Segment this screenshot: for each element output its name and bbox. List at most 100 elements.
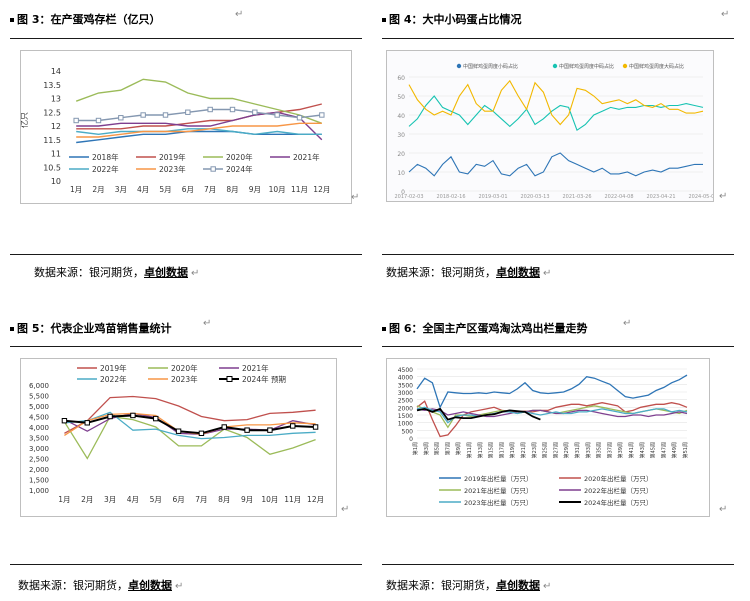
x-tick-label: 12月 — [313, 185, 330, 194]
legend-label: 2020年 — [171, 363, 198, 373]
y-tick-label: 3,500 — [29, 435, 49, 443]
x-tick-label: 1月 — [58, 495, 70, 504]
series-line-5 — [64, 414, 316, 435]
x-tick-label: 10月 — [269, 185, 286, 194]
return-mark-icon: ↵ — [719, 504, 728, 515]
x-tick-label: 7月 — [204, 185, 216, 194]
x-tick-label: 12月 — [307, 495, 324, 504]
y-tick-label: 30 — [397, 132, 405, 139]
x-tick-label: 3月 — [115, 185, 127, 194]
x-tick-label: 第5周 — [434, 442, 441, 455]
data-point — [207, 106, 213, 113]
x-tick-label: 2022-04-08 — [604, 194, 633, 200]
source-brand-link[interactable]: 卓创数据 — [144, 266, 188, 279]
return-mark-icon: ↵ — [623, 318, 632, 329]
legend-label: 2023年出栏量（万只） — [464, 498, 533, 507]
y-tick-label: 12 — [51, 122, 61, 131]
x-tick-label: 2021-03-26 — [562, 194, 591, 200]
source-brand-link[interactable]: 卓创数据 — [496, 266, 540, 279]
x-tick-label: 8月 — [226, 185, 238, 194]
x-tick-label: 第21周 — [520, 442, 527, 458]
fig5-top-rule — [10, 346, 362, 347]
x-tick-label: 第9周 — [455, 442, 462, 455]
x-tick-label: 第1周 — [412, 442, 419, 455]
x-tick-label: 第33周 — [585, 442, 592, 458]
x-tick-label: 第43周 — [639, 442, 646, 458]
y-tick-label: 11.5 — [43, 136, 61, 145]
y-tick-label: 4500 — [398, 367, 413, 374]
y-tick-label: 0 — [409, 436, 413, 443]
legend-label: 2019年 — [100, 363, 127, 373]
fig4-top-rule — [382, 38, 734, 39]
legend-marker — [210, 166, 216, 172]
source-brand-link[interactable]: 卓创数据 — [496, 579, 540, 592]
legend-label: 2022年 — [92, 164, 119, 174]
data-point — [296, 115, 303, 121]
x-tick-label: 第31周 — [574, 442, 581, 458]
y-tick-label: 0 — [401, 189, 405, 196]
y-tick-label: 3000 — [398, 390, 413, 397]
series-line-6 — [76, 108, 322, 122]
series-line-0 — [64, 395, 316, 434]
x-tick-label: 第17周 — [498, 442, 505, 458]
x-tick-label: 第37周 — [606, 442, 613, 458]
data-point — [229, 106, 236, 113]
y-tick-label: 10 — [51, 177, 61, 186]
x-tick-label: 6月 — [172, 495, 184, 504]
x-tick-label: 第23周 — [531, 442, 538, 458]
data-point — [130, 412, 136, 419]
bullet-square-icon — [10, 18, 14, 22]
y-tick-label: 5,500 — [29, 393, 49, 401]
legend-label: 2019年 — [159, 152, 186, 162]
fig6-svg: 450040003500300025002000150010005000第1周第… — [398, 367, 689, 507]
fig5-title: 图 5：代表企业鸡苗销售量统计 — [10, 320, 171, 336]
fig6-top-rule — [382, 346, 734, 347]
fig4-title: 图 4：大中小码蛋占比情况 — [382, 11, 521, 27]
return-mark-icon: ↵ — [235, 9, 244, 20]
x-tick-label: 4月 — [127, 495, 139, 504]
x-tick-label: 第19周 — [509, 442, 516, 458]
y-tick-label: 3500 — [398, 382, 413, 389]
y-tick-label: 2000 — [398, 405, 413, 412]
legend-label: 2018年 — [92, 152, 119, 162]
y-tick-label: 2500 — [398, 398, 413, 405]
fig5-source: 数据来源：银河期货，卓创数据 ↵ — [18, 577, 183, 593]
y-axis-label: 亿只 — [21, 112, 29, 128]
fig6-bottom-rule — [382, 564, 734, 565]
x-tick-label: 2017-02-03 — [394, 194, 423, 200]
x-tick-label: 10月 — [261, 495, 278, 504]
series-line-1 — [416, 400, 688, 438]
x-tick-label: 第29周 — [563, 442, 570, 458]
x-tick-label: 7月 — [195, 495, 207, 504]
legend-label: 2020年 — [226, 152, 253, 162]
series-line-1 — [76, 103, 322, 130]
y-tick-label: 40 — [397, 113, 405, 120]
y-tick-label: 12.5 — [43, 108, 61, 117]
legend-label: 2022年 — [100, 374, 127, 384]
y-tick-label: 5,000 — [29, 403, 49, 411]
source-prefix: 数据来源：银河期货， — [18, 579, 128, 592]
legend-label: 2023年 — [159, 164, 186, 174]
legend-label: 中国鲜鸡蛋周度中码占比 — [559, 63, 614, 70]
data-point — [274, 112, 280, 118]
fig4-bottom-rule — [382, 254, 734, 255]
x-tick-label: 2020-03-13 — [520, 194, 549, 200]
source-brand-link[interactable]: 卓创数据 — [128, 579, 172, 592]
return-mark-icon: ↵ — [351, 192, 360, 203]
bullet-square-icon — [382, 18, 386, 22]
x-tick-label: 2019-03-01 — [478, 194, 507, 200]
y-tick-label: 6,000 — [29, 382, 49, 390]
return-mark-icon: ↵ — [341, 504, 350, 515]
bullet-square-icon — [10, 327, 14, 331]
fig6-source: 数据来源：银河期货，卓创数据 ↵ — [386, 577, 551, 593]
data-point — [153, 415, 159, 422]
x-tick-label: 11月 — [291, 185, 308, 194]
data-point — [252, 109, 258, 115]
legend-label: 2021年 — [293, 152, 320, 162]
fig3-chart: 14 13.5 13 12.5 12 11.5 11 10.5 10 亿只 1月 2月 3月 4月 5月 6月… — [19, 50, 352, 204]
x-tick-label: 2月 — [81, 495, 93, 504]
y-tick-label: 14 — [51, 67, 61, 76]
fig4-chart: 60 50 40 30 20 10 0 2017-02-03 2018-02-16 2019-03… — [386, 50, 718, 202]
legend-label: 中国鲜鸡蛋周度小码占比 — [463, 63, 518, 70]
